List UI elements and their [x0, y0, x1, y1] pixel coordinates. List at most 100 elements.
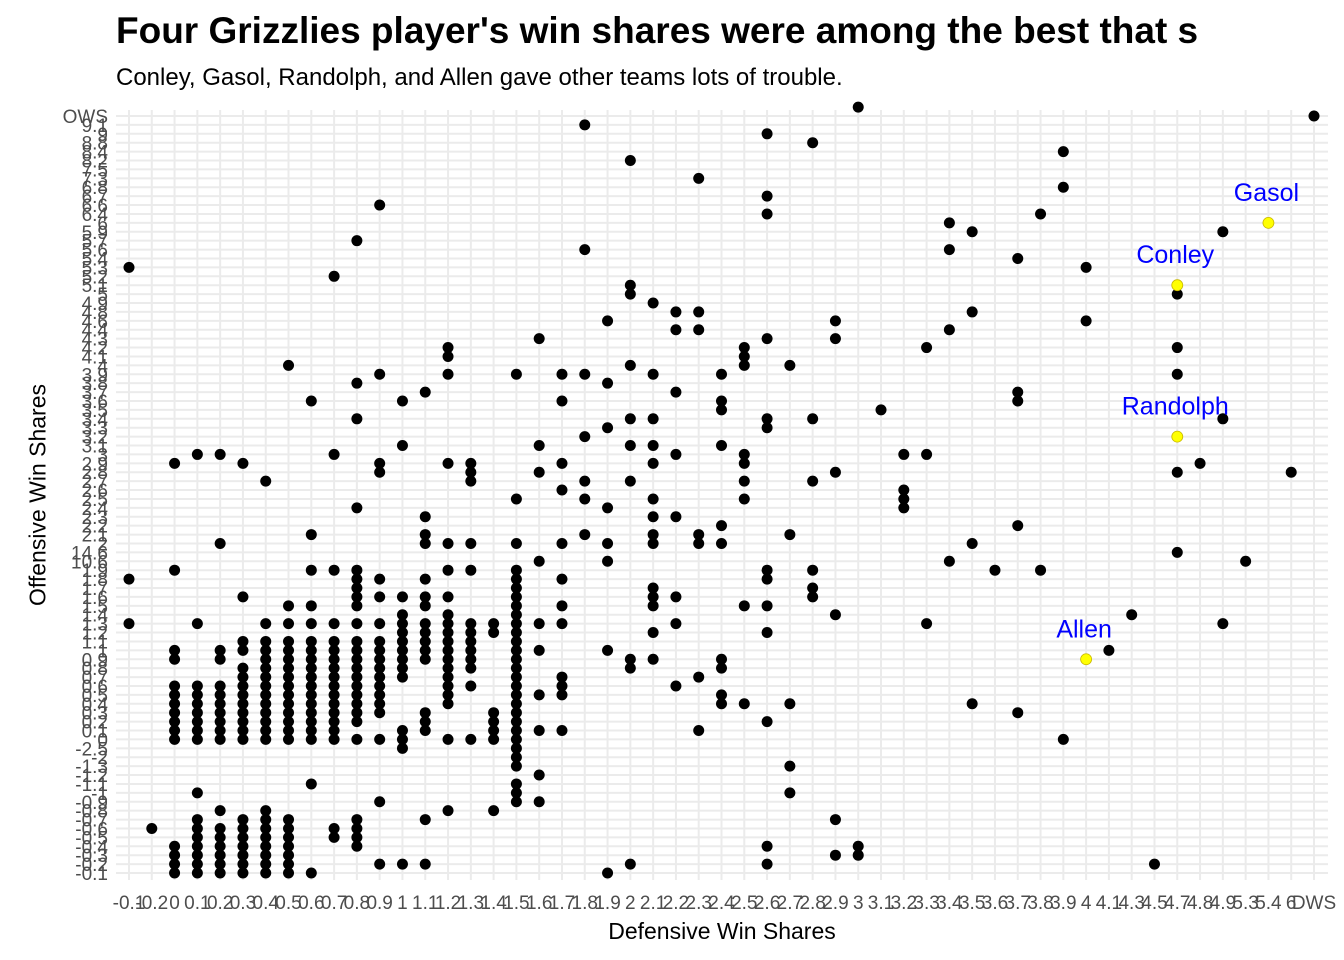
x-tick-label: 4.5 — [1141, 893, 1167, 914]
data-point — [1285, 466, 1297, 478]
x-tick-label: 1.8 — [572, 893, 598, 914]
data-point — [419, 600, 431, 612]
data-point — [396, 395, 408, 407]
data-point — [214, 537, 226, 549]
data-point — [807, 137, 819, 149]
data-point — [921, 342, 933, 354]
data-point — [510, 368, 522, 380]
data-point — [807, 475, 819, 487]
data-point — [351, 564, 363, 576]
data-point — [191, 831, 203, 843]
data-point — [510, 698, 522, 710]
y-tick-label: 2.1 — [82, 526, 108, 547]
data-point — [169, 840, 181, 852]
data-point — [283, 858, 295, 870]
x-tick-label: 3.2 — [891, 893, 917, 914]
data-point — [237, 716, 249, 728]
data-point — [351, 671, 363, 683]
x-tick-label: 2.6 — [754, 893, 780, 914]
y-tick-label: 3.8 — [82, 374, 108, 395]
y-tick-label: -1.3 — [75, 757, 108, 778]
data-point — [169, 707, 181, 719]
data-point — [510, 582, 522, 594]
data-point — [921, 448, 933, 460]
data-point — [738, 698, 750, 710]
data-point — [305, 707, 317, 719]
data-point — [351, 573, 363, 585]
x-tick-label: 1.9 — [594, 893, 620, 914]
data-point — [738, 600, 750, 612]
data-point — [738, 457, 750, 469]
data-point — [465, 627, 477, 639]
data-point — [647, 653, 659, 665]
data-point — [1035, 208, 1047, 220]
data-point — [351, 635, 363, 647]
data-point — [283, 716, 295, 728]
data-point — [237, 698, 249, 710]
data-point — [738, 493, 750, 505]
data-point — [510, 751, 522, 763]
x-tick-label: 2.7 — [777, 893, 803, 914]
data-point — [328, 671, 340, 683]
data-point — [283, 849, 295, 861]
y-tick-label: 4.2 — [82, 339, 108, 360]
data-point — [237, 644, 249, 656]
data-point — [214, 698, 226, 710]
data-point — [419, 627, 431, 639]
data-point — [556, 457, 568, 469]
data-point — [510, 564, 522, 576]
data-point — [351, 662, 363, 674]
data-point — [533, 466, 545, 478]
x-tick-label: 1.3 — [458, 893, 484, 914]
data-point — [693, 172, 705, 184]
chart-title: Four Grizzlies player's win shares were … — [116, 10, 1199, 51]
data-point — [191, 707, 203, 719]
data-point — [123, 573, 135, 585]
data-point — [419, 537, 431, 549]
data-point — [943, 244, 955, 256]
data-point — [374, 573, 386, 585]
data-point — [419, 716, 431, 728]
x-tick-label: 2.2 — [663, 893, 689, 914]
y-tick-label: 6.4 — [82, 205, 109, 226]
data-point — [442, 698, 454, 710]
data-point — [738, 448, 750, 460]
data-point — [465, 537, 477, 549]
data-point — [419, 635, 431, 647]
data-point — [510, 742, 522, 754]
y-tick-label: 1.9 — [82, 561, 108, 582]
data-point — [237, 840, 249, 852]
data-point — [510, 733, 522, 745]
x-tick-label: 3.4 — [936, 893, 963, 914]
x-tick-label: 2.1 — [640, 893, 666, 914]
data-point — [784, 787, 796, 799]
data-point — [442, 671, 454, 683]
y-tick-label: 5.6 — [82, 241, 108, 262]
data-point — [579, 529, 591, 541]
data-point — [647, 493, 659, 505]
data-point — [761, 208, 773, 220]
data-point — [1194, 457, 1206, 469]
data-point — [305, 671, 317, 683]
data-point — [351, 235, 363, 247]
x-axis-label: Defensive Win Shares — [608, 918, 836, 944]
y-tick-label: -1.1 — [75, 775, 108, 796]
data-point — [966, 698, 978, 710]
data-point — [260, 662, 272, 674]
data-point — [305, 867, 317, 879]
data-point — [510, 537, 522, 549]
data-point — [396, 618, 408, 630]
data-point — [260, 707, 272, 719]
data-point — [351, 582, 363, 594]
data-point — [465, 564, 477, 576]
data-point — [510, 627, 522, 639]
data-point — [1171, 342, 1183, 354]
data-point — [191, 448, 203, 460]
data-point — [260, 644, 272, 656]
data-point — [510, 716, 522, 728]
x-tick-label: 4.7 — [1164, 893, 1190, 914]
data-point — [1012, 395, 1024, 407]
data-point — [624, 858, 636, 870]
y-tick-label: 8.8 — [82, 134, 108, 155]
